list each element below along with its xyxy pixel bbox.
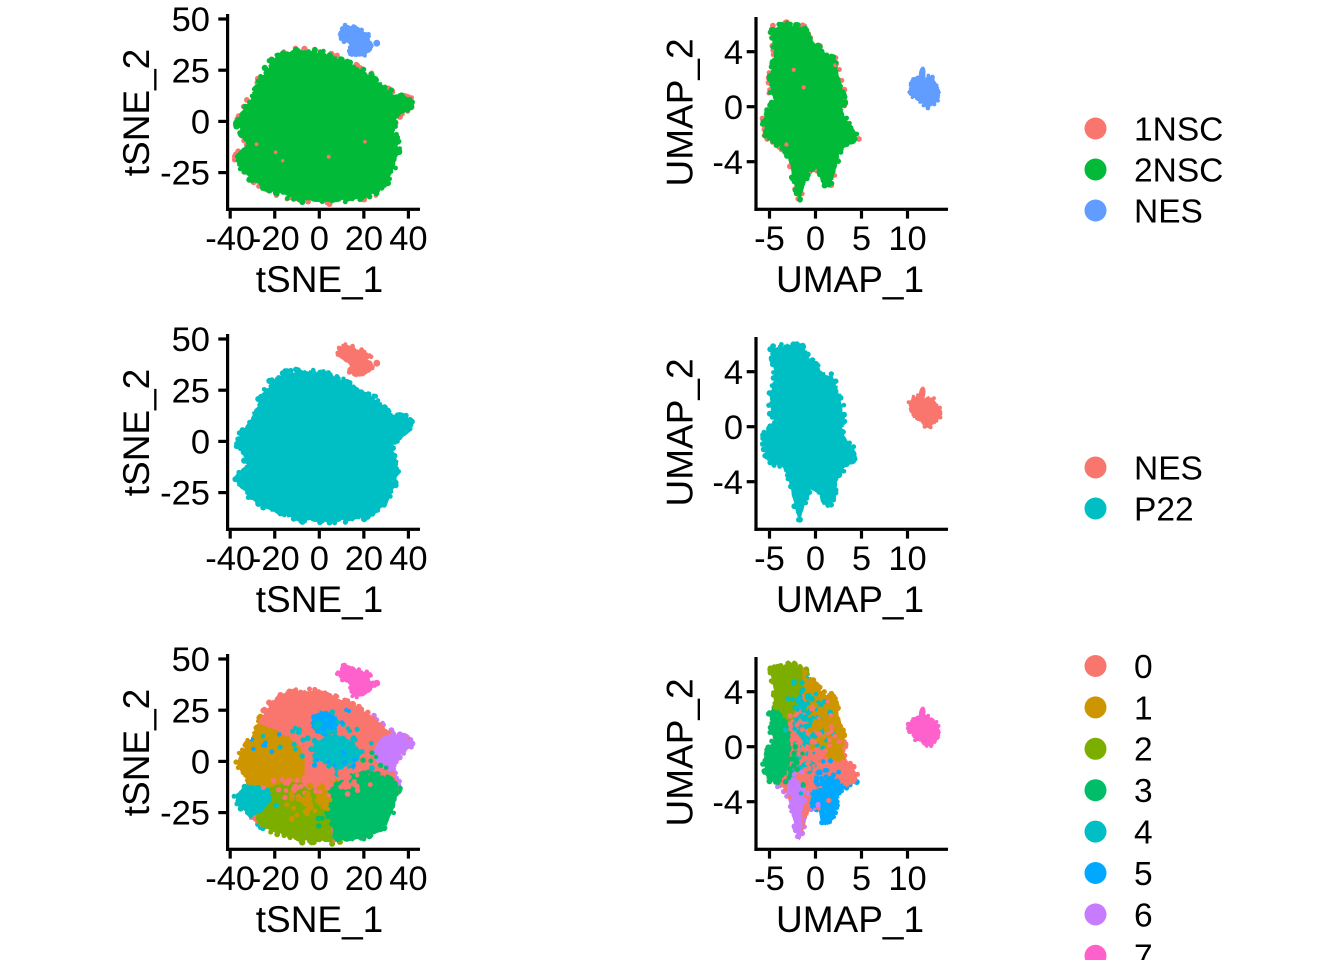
svg-text:P22: P22 [1134,491,1194,528]
svg-text:-4: -4 [712,144,743,182]
svg-text:10: 10 [888,540,926,578]
svg-text:-20: -20 [250,860,300,898]
svg-text:2NSC: 2NSC [1134,152,1223,189]
svg-text:tSNE_1: tSNE_1 [256,259,384,300]
svg-text:25: 25 [172,52,210,90]
svg-text:-5: -5 [754,860,785,898]
svg-text:0: 0 [806,540,825,578]
svg-text:-40: -40 [205,220,255,258]
svg-text:4: 4 [724,674,743,712]
svg-text:-5: -5 [754,540,785,578]
svg-text:4: 4 [1134,815,1153,852]
svg-text:0: 0 [724,729,743,767]
svg-text:40: 40 [389,540,427,578]
svg-text:10: 10 [888,220,926,258]
svg-text:1NSC: 1NSC [1134,111,1223,148]
svg-text:0: 0 [1134,649,1153,686]
svg-text:10: 10 [888,860,926,898]
svg-text:40: 40 [389,860,427,898]
svg-text:UMAP_2: UMAP_2 [660,358,701,506]
svg-text:tSNE_2: tSNE_2 [116,369,157,497]
svg-text:tSNE_1: tSNE_1 [256,579,384,620]
svg-text:0: 0 [806,220,825,258]
svg-text:5: 5 [852,220,871,258]
svg-text:NES: NES [1134,193,1203,230]
svg-text:3: 3 [1134,773,1153,810]
svg-text:40: 40 [389,220,427,258]
svg-text:1: 1 [1134,690,1153,727]
svg-text:0: 0 [191,104,210,142]
svg-text:25: 25 [172,372,210,410]
svg-text:-20: -20 [250,220,300,258]
svg-text:0: 0 [310,860,329,898]
svg-text:7: 7 [1134,939,1153,960]
svg-text:20: 20 [345,540,383,578]
svg-text:50: 50 [172,321,210,359]
svg-text:-5: -5 [754,220,785,258]
svg-text:5: 5 [852,540,871,578]
svg-text:4: 4 [724,34,743,72]
svg-text:UMAP_2: UMAP_2 [660,38,701,186]
svg-text:6: 6 [1134,897,1153,934]
svg-text:2: 2 [1134,732,1153,769]
svg-text:-4: -4 [712,464,743,502]
svg-text:5: 5 [852,860,871,898]
svg-text:tSNE_2: tSNE_2 [116,49,157,177]
svg-text:-25: -25 [160,795,210,833]
svg-text:0: 0 [724,409,743,447]
svg-text:-4: -4 [712,784,743,822]
svg-text:50: 50 [172,1,210,39]
svg-text:NES: NES [1134,450,1203,487]
svg-text:0: 0 [310,220,329,258]
svg-text:-20: -20 [250,540,300,578]
svg-text:4: 4 [724,354,743,392]
svg-text:5: 5 [1134,856,1153,893]
svg-text:tSNE_2: tSNE_2 [116,689,157,817]
svg-text:0: 0 [191,424,210,462]
svg-text:50: 50 [172,641,210,679]
svg-text:UMAP_1: UMAP_1 [776,579,924,620]
svg-text:-25: -25 [160,155,210,193]
svg-text:0: 0 [806,860,825,898]
svg-text:-40: -40 [205,860,255,898]
svg-text:-25: -25 [160,475,210,513]
svg-text:UMAP_1: UMAP_1 [776,899,924,940]
svg-text:20: 20 [345,860,383,898]
svg-text:UMAP_2: UMAP_2 [660,678,701,826]
svg-text:0: 0 [191,744,210,782]
svg-text:25: 25 [172,692,210,730]
svg-text:0: 0 [310,540,329,578]
svg-text:0: 0 [724,89,743,127]
svg-text:UMAP_1: UMAP_1 [776,259,924,300]
svg-text:20: 20 [345,220,383,258]
svg-text:-40: -40 [205,540,255,578]
svg-text:tSNE_1: tSNE_1 [256,899,384,940]
